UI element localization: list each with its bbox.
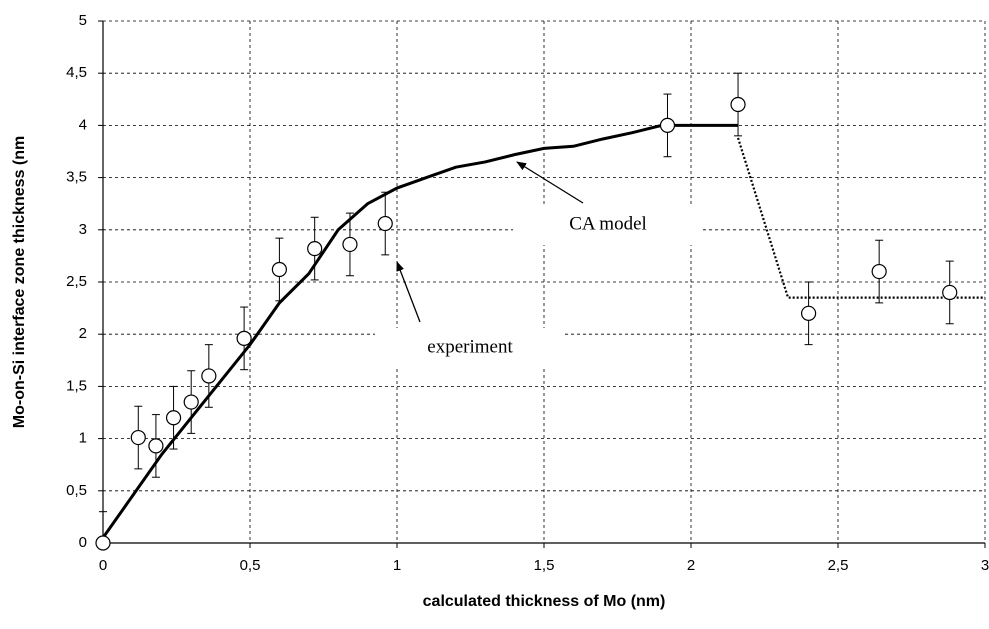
y-tick-label: 2 — [79, 325, 87, 342]
y-tick-label: 0 — [79, 534, 87, 551]
data-point — [201, 368, 217, 384]
annotation-arrow — [396, 261, 421, 323]
y-tick-label: 4,5 — [66, 64, 87, 81]
x-tick-label: 3 — [981, 557, 989, 574]
data-point — [130, 429, 146, 446]
data-point — [148, 438, 164, 454]
model-line — [101, 123, 739, 539]
data-point — [730, 96, 746, 113]
x-tick-label: 1,5 — [534, 557, 555, 574]
data-point — [271, 261, 287, 278]
y-tick-label: 0,5 — [66, 482, 87, 499]
x-tick-label: 0 — [99, 557, 107, 574]
data-point — [942, 284, 958, 301]
marks — [95, 72, 985, 551]
x-tick-label: 0,5 — [240, 557, 261, 574]
y-tick-label: 1 — [79, 430, 87, 447]
data-point — [183, 394, 199, 410]
y-tick-label: 3,5 — [66, 169, 87, 186]
data-point — [800, 305, 817, 321]
annotation-box — [375, 328, 565, 368]
annotation-arrow — [516, 161, 584, 204]
y-tick-label: 2,5 — [66, 273, 87, 290]
x-tick-label: 2,5 — [828, 557, 849, 574]
x-tick-label: 1 — [393, 557, 401, 574]
y-axis-label: Mo-on-Si interface zone thickness (nm — [11, 136, 28, 428]
y-tick-label: 1,5 — [66, 377, 87, 394]
data-point — [342, 236, 358, 253]
x-axis-label: calculated thickness of Mo (nm) — [423, 593, 666, 610]
y-tick-label: 3 — [79, 221, 87, 238]
data-point — [307, 240, 323, 257]
data-point — [236, 330, 252, 346]
data-point — [165, 410, 182, 426]
annotation: CA model — [569, 213, 647, 234]
data-point — [377, 215, 393, 232]
data-point — [95, 535, 111, 551]
annotation-box — [513, 205, 703, 245]
annotation: experiment — [427, 336, 513, 357]
y-tick-label: 4 — [79, 116, 87, 133]
data-point — [871, 263, 887, 280]
data-point — [659, 117, 676, 134]
y-tick-label: 5 — [79, 12, 87, 29]
x-tick-label: 2 — [687, 557, 695, 574]
grid — [98, 20, 986, 548]
